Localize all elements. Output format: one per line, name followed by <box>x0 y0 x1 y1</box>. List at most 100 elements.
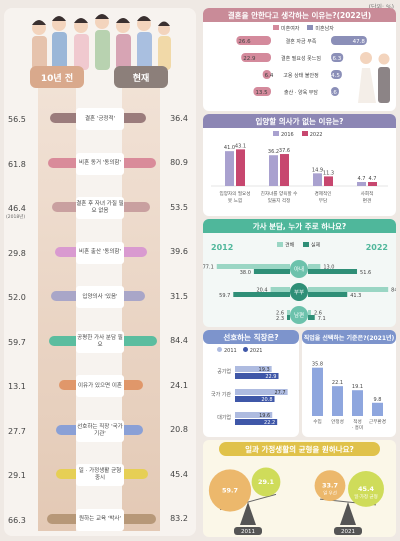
card-job-criteria-title: 직업을 선택하는 기준은?(2021년) <box>302 330 396 344</box>
role-circle <box>290 283 308 301</box>
bar-2022-view <box>308 264 321 269</box>
left-comparison-panel: 10년 전 현재 56.5 결혼 '긍정적' 36.4 61.8 비혼 동거 '동의함'… <box>4 8 196 536</box>
value-label: 20.8 <box>261 397 272 403</box>
value-label: 19.3 <box>259 367 270 373</box>
now-value: 20.8 <box>170 425 188 434</box>
before-bar <box>55 246 76 257</box>
bar-female <box>241 53 271 62</box>
now-value: 45.4 <box>170 469 188 479</box>
bar-2021 <box>235 396 275 402</box>
bar-female <box>262 70 271 79</box>
comparison-row: 29.8 비혼 출산 '동의함' 39.6 <box>4 241 196 272</box>
year-label: 2011 <box>241 529 255 535</box>
value-female: 13.5 <box>255 90 268 96</box>
value-label: 9.8 <box>374 397 382 403</box>
before-value: 59.7 <box>8 337 26 347</box>
value-label: 38.0 <box>240 270 251 276</box>
now-value: 31.5 <box>170 291 188 301</box>
bar-male <box>331 70 342 79</box>
card-housework: 가사 분담, 누가 주로 하나요? 2012 2022 견해 실제 아내 77.1 38.0… <box>203 219 396 327</box>
category-label: 수입 <box>313 418 321 425</box>
before-value: 52.0 <box>8 293 26 302</box>
before-value: 29.1 <box>8 471 26 480</box>
row-label: 선호하는 직장 '국가기관' <box>76 419 124 442</box>
comparison-row: 61.8 비혼 동거 '동의함' 80.9 <box>4 152 196 183</box>
role-label: 아내 <box>294 265 304 273</box>
before-bar <box>50 291 76 301</box>
category-label: 고용 상태 불안정 <box>283 72 318 79</box>
card-job-criteria: 직업을 선택하는 기준은?(2021년) 35.8 수입 22.1 안정성 19.1 적성… <box>302 330 396 437</box>
bar-criteria <box>312 367 323 416</box>
couple-illustration <box>358 52 390 103</box>
comparison-row: 46.4 (2018년) 결혼 후 자녀 가질 필요 없음 53.5 <box>4 197 196 227</box>
value-male: 47.8 <box>353 39 366 45</box>
now-bar <box>124 246 147 257</box>
value-label: 27.7 <box>274 390 285 396</box>
bar-2012-view <box>216 264 290 269</box>
legend-label: 실제 <box>311 242 321 249</box>
category-label: 사회적 <box>361 190 374 197</box>
card-housework-title: 가사 분담, 누가 주로 하나요? <box>203 219 396 233</box>
bar-2022-view <box>308 310 311 315</box>
bar-2022 <box>324 176 333 186</box>
value-label: 4.7 <box>369 176 377 182</box>
now-value: 39.6 <box>170 247 188 256</box>
bar-female <box>253 87 271 96</box>
before-value: 29.8 <box>8 248 26 258</box>
bar-2022-actual <box>308 292 348 297</box>
category-label: 부담 <box>319 197 328 204</box>
now-bar <box>124 335 157 346</box>
value-male: 16.3 <box>329 56 342 62</box>
value-label: 22.1 <box>332 380 343 386</box>
bar-2012-actual <box>287 315 290 320</box>
before-bar <box>48 335 76 346</box>
category-label: 결혼 필요성 못느낌 <box>281 55 321 62</box>
role-label: 남편 <box>294 311 304 319</box>
now-bar <box>124 469 148 479</box>
category-label: 공기업 <box>217 368 231 375</box>
comparison-row: 52.0 입양의사 '있음' 31.5 <box>4 286 196 316</box>
value-label: 2.6 <box>276 311 284 317</box>
legend-swatch <box>277 242 283 247</box>
value-label: 22.2 <box>264 420 275 426</box>
value-label: 22.9 <box>265 374 276 380</box>
circle-work-first <box>208 469 252 512</box>
comparison-row: 29.1 일 · 가정생활 균형 중시 45.4 <box>4 464 196 494</box>
value-label: 41.3 <box>350 293 361 299</box>
value-female: 22.9 <box>243 56 256 62</box>
value-male: 14.5 <box>328 73 341 79</box>
bar-2011 <box>235 412 273 418</box>
legend-2016: 2016 <box>273 131 294 138</box>
row-label: 비혼 출산 '동의함' <box>76 241 124 264</box>
before-bar <box>55 469 76 479</box>
category-label: 경제적인 <box>315 190 332 197</box>
circle-balance <box>348 470 384 507</box>
bar-2022 <box>236 149 245 186</box>
bar-female <box>236 36 271 45</box>
value-female: 26.6 <box>238 39 251 45</box>
now-bar <box>124 157 156 168</box>
category-label: 국가 기관 <box>211 391 231 398</box>
bar-2021 <box>235 373 279 379</box>
value-label: 77.1 <box>203 265 214 271</box>
label-balance: 일·가정 균형 <box>354 493 378 500</box>
bar-2011 <box>235 389 288 395</box>
legend-male: 미혼남자 <box>307 25 334 32</box>
row-label: 일 · 가정생활 균형 중시 <box>76 464 124 486</box>
bar-2022-actual <box>308 315 315 320</box>
bar-male <box>331 36 367 45</box>
bar-male <box>331 87 339 96</box>
value-label: 84.4 <box>391 288 396 294</box>
chart-job-criteria: 35.8 수입 22.1 안정성 19.1 적성· 흥미 9.8 근무환경 <box>312 362 386 431</box>
value-label: 35.8 <box>312 362 323 368</box>
category-label: 대기업 <box>217 414 231 421</box>
bar-2016 <box>269 155 278 186</box>
before-bar <box>51 202 76 212</box>
now-value: 53.5 <box>170 202 188 212</box>
now-value: 80.9 <box>170 158 188 167</box>
bar-2012-actual <box>253 269 290 274</box>
before-value: 46.4 <box>8 204 26 213</box>
bar-male <box>331 53 344 62</box>
category-label: 근무환경 <box>369 418 386 425</box>
value-label: 2.3 <box>276 316 284 322</box>
